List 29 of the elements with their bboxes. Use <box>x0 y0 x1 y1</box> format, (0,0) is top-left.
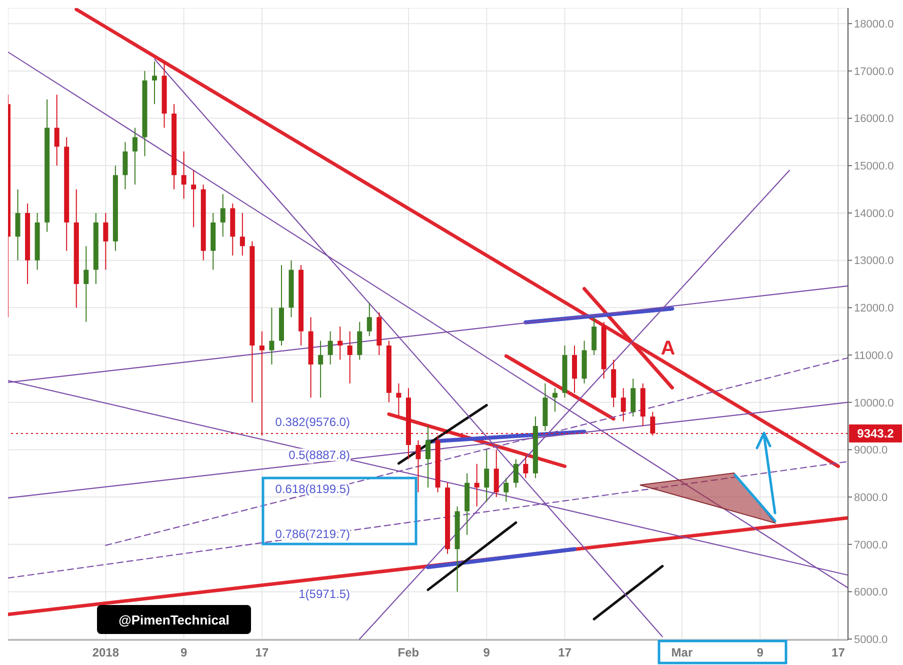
x-tick-label: 17 <box>832 646 846 660</box>
x-tick-label: 9 <box>180 646 188 660</box>
y-tick-label: 6000.0 <box>854 586 888 599</box>
x-tick-label: Mar <box>671 646 693 660</box>
y-tick-label: 14000.0 <box>854 208 894 220</box>
annotation: @PimenTechnical <box>118 612 230 628</box>
y-tick-label: 10000.0 <box>854 397 894 410</box>
y-tick-label: 12000.0 <box>854 302 894 315</box>
x-tick-label: 17 <box>558 646 572 660</box>
y-tick-label: 16000.0 <box>854 113 894 126</box>
annotation: 1(5971.5) <box>298 587 350 601</box>
y-tick-label: 15000.0 <box>854 160 894 173</box>
y-tick-label: 17000.0 <box>854 66 894 78</box>
y-tick-label: 7000.0 <box>854 539 888 552</box>
y-tick-label: 8000.0 <box>854 492 888 504</box>
ref-line-label: 9343.2 <box>857 426 894 440</box>
x-tick-label: Feb <box>398 646 420 660</box>
x-tick-label: 2018 <box>92 646 120 660</box>
x-tick-label: 9 <box>756 646 764 660</box>
x-tick-label: 17 <box>255 646 269 660</box>
y-tick-label: 11000.0 <box>854 350 893 362</box>
x-tick-label: 9 <box>483 646 490 660</box>
annotation: A <box>660 338 676 360</box>
y-tick-label: 5000.0 <box>854 634 888 646</box>
annotation: 0.382(9576.0) <box>275 415 350 429</box>
name-tag: @PimenTechnical <box>97 605 251 634</box>
y-tick-label: 18000.0 <box>854 18 894 31</box>
y-tick-label: 9000.0 <box>854 444 888 457</box>
y-tick-label: 13000.0 <box>854 255 894 268</box>
